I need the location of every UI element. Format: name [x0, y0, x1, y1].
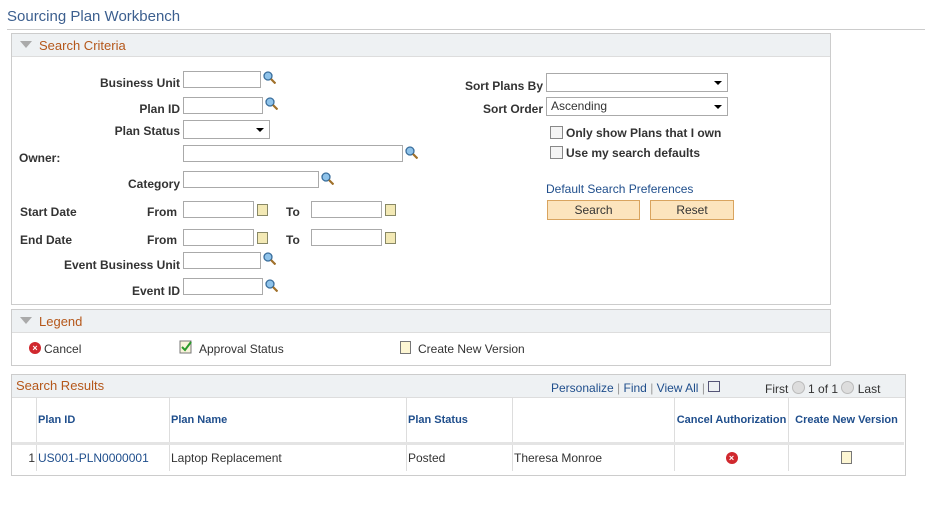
- only-my-plans-label: Only show Plans that I own: [566, 126, 722, 140]
- category-label: Category: [127, 177, 180, 191]
- legend-cancel-label: Cancel: [44, 342, 82, 356]
- plan-status-select[interactable]: [183, 120, 270, 139]
- end-date-from-input[interactable]: [183, 229, 254, 246]
- legend-new-version-label: Create New Version: [418, 342, 525, 356]
- start-date-label: Start Date: [20, 205, 77, 219]
- personalize-link[interactable]: Personalize: [551, 381, 614, 395]
- col-plan-status[interactable]: Plan Status: [406, 398, 513, 443]
- owner: Theresa Monroe: [512, 443, 675, 471]
- end-date-to-input[interactable]: [311, 229, 382, 246]
- end-from-label: From: [147, 233, 177, 247]
- event-id-input[interactable]: [183, 278, 263, 295]
- lookup-icon[interactable]: [265, 97, 278, 110]
- results-nav: Personalize | Find | View All |: [551, 381, 721, 395]
- only-my-plans-checkbox[interactable]: [550, 126, 563, 139]
- legend-header[interactable]: Legend: [12, 310, 830, 333]
- search-criteria-header[interactable]: Search Criteria: [12, 34, 830, 57]
- start-date-to-input[interactable]: [311, 201, 382, 218]
- plan-id-input[interactable]: [183, 97, 263, 114]
- approval-status-icon: [179, 340, 192, 354]
- default-search-preferences-link[interactable]: Default Search Preferences: [546, 182, 694, 196]
- use-defaults-checkbox[interactable]: [550, 146, 563, 159]
- calendar-icon[interactable]: [385, 232, 396, 244]
- section-title: Search Criteria: [39, 38, 126, 53]
- calendar-icon[interactable]: [385, 204, 396, 216]
- row-number: 1: [12, 443, 37, 471]
- event-id-label: Event ID: [131, 284, 180, 298]
- plan-status: Posted: [406, 443, 513, 471]
- prev-icon[interactable]: [791, 381, 805, 394]
- col-plan-name[interactable]: Plan Name: [169, 398, 407, 443]
- new-window-icon[interactable]: [708, 381, 721, 392]
- page-info: 1 of 1: [808, 382, 839, 396]
- col-cancel-authorization[interactable]: Cancel Authorization: [674, 398, 789, 443]
- results-header-bar: [12, 375, 905, 398]
- event-business-unit-label: Event Business Unit: [63, 258, 180, 272]
- collapse-icon[interactable]: [20, 317, 32, 324]
- start-from-label: From: [147, 205, 177, 219]
- legend-panel: Legend: [11, 309, 831, 366]
- first-link[interactable]: First: [765, 382, 789, 396]
- plan-id-link[interactable]: US001-PLN0000001: [36, 443, 170, 471]
- sort-order-select[interactable]: Ascending: [546, 97, 728, 116]
- sort-order-label: Sort Order: [482, 102, 543, 116]
- lookup-icon[interactable]: [265, 279, 278, 292]
- calendar-icon[interactable]: [257, 232, 268, 244]
- business-unit-label: Business Unit: [99, 76, 180, 90]
- document-icon: [400, 341, 411, 354]
- search-button[interactable]: Search: [547, 200, 640, 220]
- col-owner: [512, 398, 675, 443]
- start-date-from-input[interactable]: [183, 201, 254, 218]
- find-link[interactable]: Find: [623, 381, 647, 395]
- cancel-cell: ×: [674, 443, 789, 471]
- table-row: 1 US001-PLN0000001 Laptop Replacement Po…: [12, 443, 904, 471]
- new-version-cell: [789, 443, 905, 471]
- col-create-new-version[interactable]: Create New Version: [795, 413, 898, 426]
- next-icon[interactable]: [841, 381, 855, 394]
- lookup-icon[interactable]: [263, 71, 276, 84]
- reset-button[interactable]: Reset: [650, 200, 734, 220]
- sort-plans-by-select[interactable]: [546, 73, 728, 92]
- sort-plans-by-label: Sort Plans By: [464, 79, 543, 93]
- lookup-icon[interactable]: [263, 252, 276, 265]
- legend-approval-label: Approval Status: [199, 342, 284, 356]
- collapse-icon[interactable]: [20, 41, 32, 48]
- section-title: Legend: [39, 314, 83, 329]
- plan-id-label: Plan ID: [139, 102, 180, 116]
- event-business-unit-input[interactable]: [183, 252, 261, 269]
- lookup-icon[interactable]: [321, 172, 334, 185]
- use-defaults-label: Use my search defaults: [566, 146, 701, 160]
- owner-input[interactable]: [183, 145, 403, 162]
- calendar-icon[interactable]: [257, 204, 268, 216]
- col-plan-id[interactable]: Plan ID: [36, 398, 170, 443]
- divider: [7, 29, 925, 30]
- view-all-link[interactable]: View All: [656, 381, 699, 395]
- last-link[interactable]: Last: [857, 382, 881, 396]
- pagination: First 1 of 1 Last: [765, 381, 880, 396]
- category-input[interactable]: [183, 171, 319, 188]
- owner-label: Owner:: [19, 151, 61, 165]
- plan-name: Laptop Replacement: [169, 443, 407, 471]
- results-title: Search Results: [16, 378, 105, 393]
- business-unit-input[interactable]: [183, 71, 261, 88]
- end-to-label: To: [286, 233, 300, 247]
- start-to-label: To: [286, 205, 300, 219]
- end-date-label: End Date: [20, 233, 73, 247]
- plan-status-label: Plan Status: [114, 124, 180, 138]
- table-header-row: Plan ID Plan Name Plan Status Cancel Aut…: [12, 398, 904, 443]
- cancel-icon: ×: [29, 342, 41, 354]
- lookup-icon[interactable]: [405, 146, 418, 159]
- page-title: Sourcing Plan Workbench: [7, 8, 181, 25]
- results-table: Plan ID Plan Name Plan Status Cancel Aut…: [12, 398, 904, 471]
- document-icon[interactable]: [841, 451, 852, 465]
- cancel-icon[interactable]: ×: [725, 451, 738, 464]
